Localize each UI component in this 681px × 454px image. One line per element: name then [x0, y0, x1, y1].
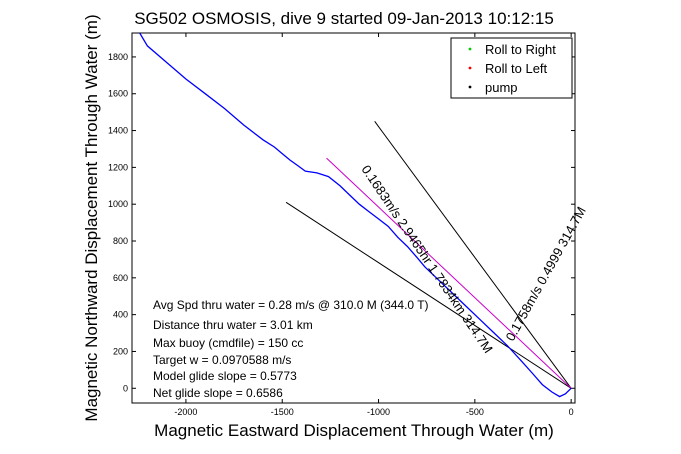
annotation-distance: Distance thru water = 3.01 km [153, 318, 313, 332]
annotation-avg-speed: Avg Spd thru water = 0.28 m/s @ 310.0 M … [153, 298, 429, 312]
y-tick-label: 0 [123, 383, 128, 393]
legend-label-pump: pump [485, 80, 518, 95]
annotation-net-glide: Net glide slope = 0.6586 [153, 386, 283, 400]
legend-label-roll-left: Roll to Left [485, 61, 548, 76]
x-tick-label: -2000 [174, 407, 197, 417]
x-axis-label: Magnetic Eastward Displacement Through W… [154, 421, 554, 440]
y-tick-label: 200 [113, 346, 128, 356]
annotation-target-w: Target w = 0.0970588 m/s [153, 353, 291, 367]
track-series-1 [139, 32, 572, 398]
reference-lines [285, 121, 572, 389]
y-tick-label: 1400 [108, 126, 128, 136]
annotations: Avg Spd thru water = 0.28 m/s @ 310.0 M … [153, 298, 429, 400]
legend: Roll to Right Roll to Left pump [450, 37, 573, 99]
annotation-model-glide: Model glide slope = 0.5773 [153, 369, 297, 383]
legend-marker-pump [468, 85, 472, 89]
y-tick-label: 600 [113, 273, 128, 283]
x-axis-ticks: -2000 -1500 -1000 -500 0 [174, 33, 574, 417]
x-tick-label: -500 [466, 407, 484, 417]
y-axis-ticks: 0 200 400 600 800 1000 1200 1400 1600 1800 [108, 52, 575, 393]
y-tick-label: 400 [113, 310, 128, 320]
y-tick-label: 1000 [108, 199, 128, 209]
reference-line-2 [374, 121, 572, 389]
reference-line-1 [285, 201, 572, 389]
legend-label-roll-right: Roll to Right [485, 42, 556, 57]
reference-line-3 [326, 157, 572, 389]
legend-marker-roll-right [468, 47, 472, 51]
legend-marker-roll-left [468, 66, 472, 70]
data-series [139, 32, 572, 398]
annotation-max-buoy: Max buoy (cmdfile) = 150 cc [153, 336, 303, 350]
y-axis-label: Magnetic Northward Displacement Through … [82, 14, 101, 421]
y-tick-label: 800 [113, 236, 128, 246]
y-tick-label: 1200 [108, 162, 128, 172]
x-tick-label: -1000 [367, 407, 390, 417]
chart-title: SG502 OSMOSIS, dive 9 started 09-Jan-201… [134, 9, 554, 28]
y-tick-label: 1800 [108, 52, 128, 62]
y-tick-label: 1600 [108, 89, 128, 99]
x-tick-label: -1500 [271, 407, 294, 417]
x-tick-label: 0 [569, 407, 574, 417]
